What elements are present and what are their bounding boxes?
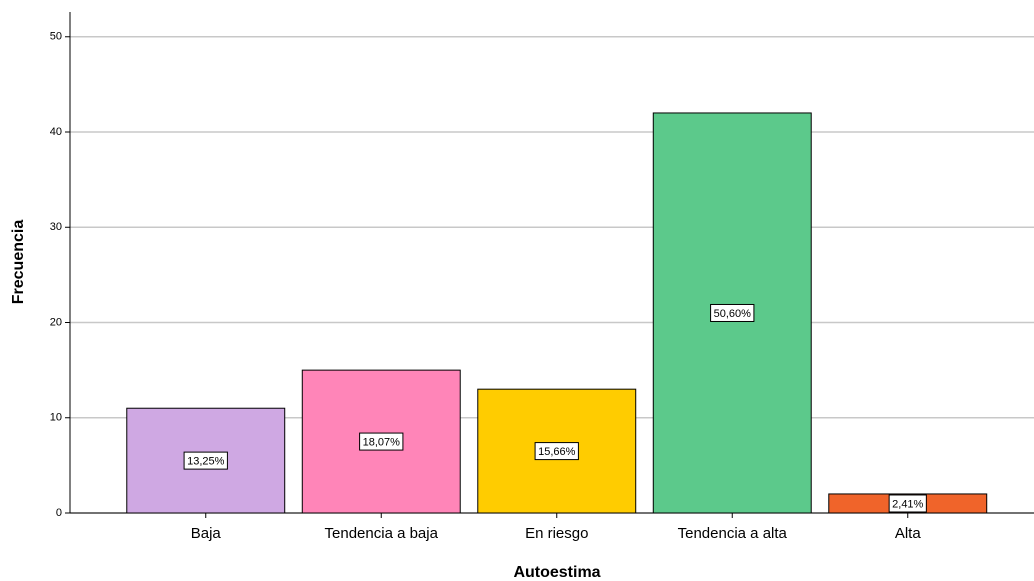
data-label-box [888,494,927,513]
y-tick-label: 40 [50,126,62,138]
x-tick-label: Baja [191,525,222,542]
y-axis-title: Frecuencia [10,220,27,305]
x-tick-label: Tendencia a alta [678,525,788,542]
y-tick-label: 10 [50,412,62,424]
x-tick-label: Alta [895,525,922,542]
data-label: 18,07% [363,436,401,448]
data-label-box [183,451,228,470]
data-label-box [359,432,404,451]
y-tick-label: 20 [50,316,62,328]
data-label: 13,25% [187,456,225,468]
x-tick-label: En riesgo [525,525,588,542]
data-label-box [710,303,755,322]
data-label-box [534,442,579,461]
data-label: 15,66% [538,446,576,458]
y-tick-label: 50 [50,31,62,43]
x-axis-title: Autoestima [513,564,600,581]
y-tick-label: 30 [50,221,62,233]
data-label: 2,41% [892,498,923,510]
x-tick-label: Tendencia a baja [325,525,439,542]
data-label: 50,60% [714,308,752,320]
y-tick-label: 0 [56,507,62,519]
